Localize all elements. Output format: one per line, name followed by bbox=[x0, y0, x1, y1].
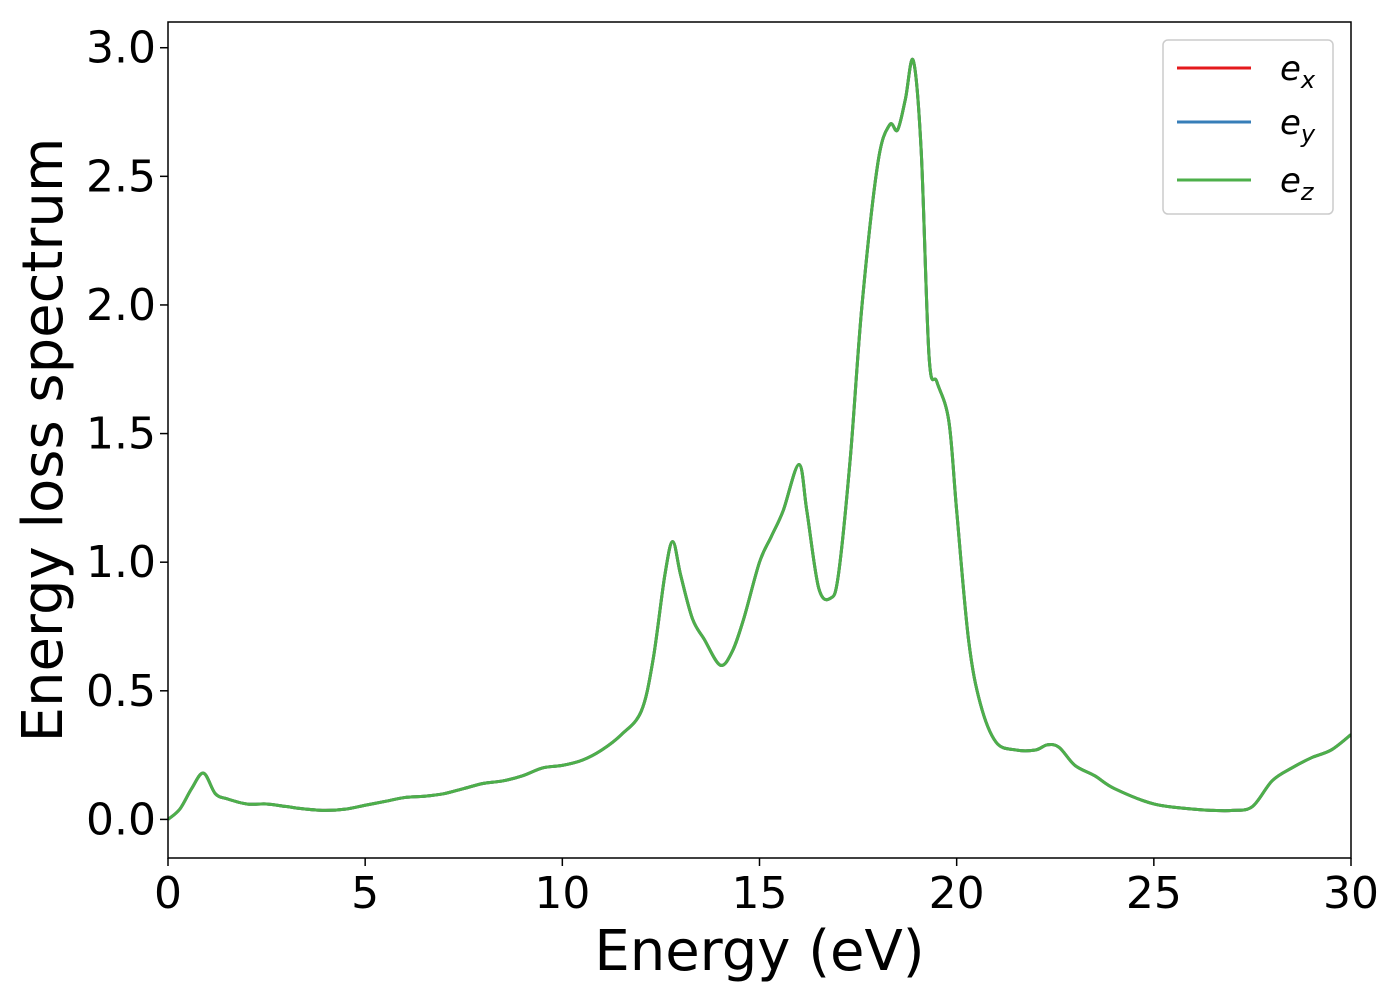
series-line-e-z bbox=[168, 57, 1351, 821]
y-axis-title: Energy loss spectrum bbox=[11, 138, 76, 743]
y-tick-label: 3.0 bbox=[86, 23, 156, 74]
legend-box bbox=[1162, 39, 1334, 215]
y-axis-ticks: 0.0 0.5 1.0 1.5 2.0 2.5 3.0 bbox=[86, 23, 168, 845]
x-tick-label: 25 bbox=[1126, 868, 1182, 919]
x-tick-label: 20 bbox=[929, 868, 985, 919]
x-tick-label: 10 bbox=[534, 868, 590, 919]
y-tick-label: 2.0 bbox=[86, 280, 156, 331]
series-group bbox=[168, 57, 1351, 821]
legend-label-e-x: ex bbox=[1280, 49, 1316, 94]
x-tick-label: 0 bbox=[154, 868, 182, 919]
x-tick-label: 30 bbox=[1323, 868, 1379, 919]
legend: ex ey ez bbox=[1162, 39, 1334, 215]
y-tick-label: 2.5 bbox=[86, 151, 156, 202]
y-tick-label: 0.5 bbox=[86, 666, 156, 717]
x-tick-label: 5 bbox=[351, 868, 379, 919]
legend-label-e-y: ey bbox=[1280, 103, 1316, 148]
y-tick-label: 1.0 bbox=[86, 537, 156, 588]
x-axis-ticks: 0 5 10 15 20 25 30 bbox=[154, 858, 1379, 919]
legend-label-e-z: ez bbox=[1280, 161, 1315, 206]
x-tick-label: 15 bbox=[732, 868, 788, 919]
y-tick-label: 1.5 bbox=[86, 409, 156, 460]
x-axis-title: Energy (eV) bbox=[594, 919, 924, 984]
y-tick-label: 0.0 bbox=[86, 794, 156, 845]
